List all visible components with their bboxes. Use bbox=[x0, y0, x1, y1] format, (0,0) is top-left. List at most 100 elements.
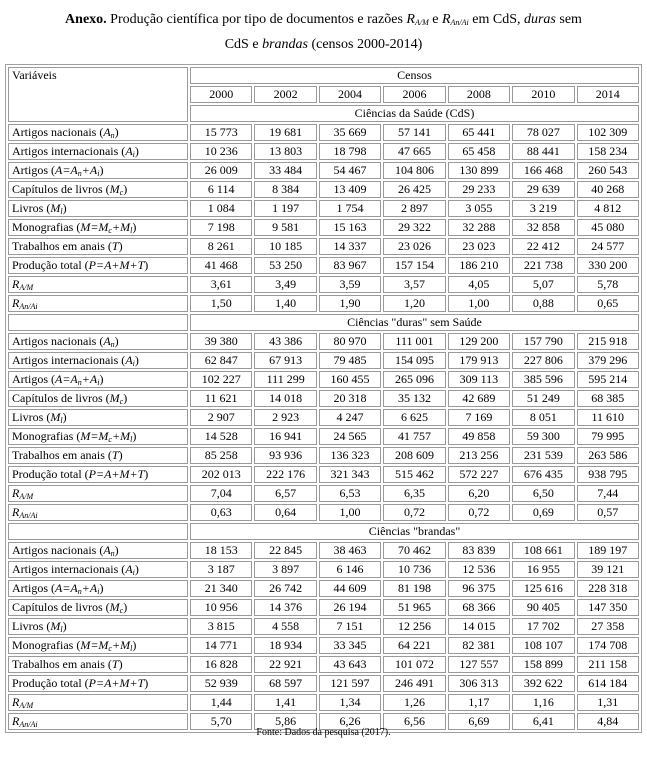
label-part: M bbox=[109, 182, 120, 196]
label-part: A/M bbox=[19, 701, 34, 710]
label-part: Trabalhos em anais ( bbox=[12, 448, 112, 462]
table-row: Artigos (A=An+Ai) 26 009 33 484 54 467 104 8… bbox=[8, 162, 639, 179]
label-part: ) bbox=[118, 657, 123, 671]
label-part: ) bbox=[144, 676, 149, 690]
value-cell: 1 197 bbox=[254, 200, 317, 217]
row-label: RAn/Ai bbox=[8, 295, 188, 312]
value-cell: 102 309 bbox=[576, 124, 639, 141]
label-part: Artigos ( bbox=[12, 581, 55, 595]
label-part: M bbox=[109, 600, 120, 614]
row-label: Artigos internacionais (Ai) bbox=[8, 143, 188, 160]
label-part: Artigos internacionais ( bbox=[12, 144, 126, 158]
value-cell: 42 689 bbox=[447, 390, 511, 407]
value-cell: 14 771 bbox=[190, 637, 253, 654]
label-part: ) bbox=[123, 391, 128, 405]
label-part: +M bbox=[111, 638, 131, 652]
label-part: n bbox=[110, 131, 115, 140]
table-row: Livros (Ml) 1 084 1 197 1 754 2 897 3 055 3 21… bbox=[8, 200, 639, 217]
label-part: R bbox=[12, 296, 20, 310]
value-cell: 158 899 bbox=[512, 656, 575, 673]
blank-cell bbox=[8, 314, 188, 331]
value-cell: 7,44 bbox=[576, 485, 639, 502]
section-title: Ciências da Saúde (CdS) bbox=[190, 105, 639, 122]
label-part: ) bbox=[99, 372, 104, 386]
label-part: M=M bbox=[80, 429, 109, 443]
value-cell: 3,61 bbox=[190, 276, 253, 293]
value-cell: 16 941 bbox=[254, 428, 317, 445]
value-cell: 7,04 bbox=[190, 485, 253, 502]
row-label: Monografias (M=Mc+Ml) bbox=[8, 637, 188, 654]
label-part: c bbox=[119, 606, 124, 615]
value-cell: 1,26 bbox=[383, 694, 446, 711]
value-cell: 158 234 bbox=[576, 143, 639, 160]
value-cell: 18 934 bbox=[254, 637, 317, 654]
value-cell: 104 806 bbox=[383, 162, 446, 179]
value-cell: 1,16 bbox=[512, 694, 575, 711]
label-part: T bbox=[111, 239, 119, 253]
value-cell: 4 558 bbox=[254, 618, 317, 635]
label-part: Artigos ( bbox=[12, 163, 55, 177]
value-cell: 96 375 bbox=[447, 580, 511, 597]
label-part: P=A+M+T bbox=[88, 258, 145, 272]
label-part: l bbox=[60, 625, 63, 634]
value-cell: 32 858 bbox=[512, 219, 575, 236]
value-cell: 7 169 bbox=[447, 409, 511, 426]
data-table: Variáveis Censos 2000 2002 2004 2006 2008 2010 2… bbox=[5, 64, 642, 733]
value-cell: 17 702 bbox=[512, 618, 575, 635]
label-part: An/Ai bbox=[19, 302, 38, 311]
value-cell: 157 154 bbox=[383, 257, 446, 274]
value-cell: 54 467 bbox=[318, 162, 382, 179]
label-part: An/Ai bbox=[19, 720, 38, 729]
row-label: Artigos (A=An+Ai) bbox=[8, 580, 188, 597]
value-cell: 33 345 bbox=[318, 637, 382, 654]
label-part: Trabalhos em anais ( bbox=[12, 657, 112, 671]
label-part: Livros ( bbox=[12, 201, 51, 215]
value-cell: 5,78 bbox=[576, 276, 639, 293]
caption-line-2: CdS e brandas (censos 2000-2014) bbox=[0, 32, 647, 57]
label-part: A bbox=[125, 353, 133, 367]
label-part: ) bbox=[99, 163, 104, 177]
table-row: RAn/Ai 5,70 5,86 6,26 6,56 6,69 6,41 4,84 bbox=[8, 713, 639, 730]
value-cell: 78 027 bbox=[512, 124, 575, 141]
label-part: A=A bbox=[55, 163, 78, 177]
label-part: Livros ( bbox=[12, 619, 51, 633]
value-cell: 5,07 bbox=[512, 276, 575, 293]
label-part: Livros ( bbox=[12, 410, 51, 424]
table-row: Monografias (M=Mc+Ml) 7 198 9 581 15 163 29 … bbox=[8, 219, 639, 236]
label-part: ) bbox=[118, 239, 123, 253]
table-row: Capítulos de livros (Mc) 6 114 8 384 13 409… bbox=[8, 181, 639, 198]
value-cell: 222 176 bbox=[254, 466, 317, 483]
label-part: Capítulos de livros ( bbox=[12, 391, 110, 405]
label-part: Artigos nacionais ( bbox=[12, 125, 104, 139]
label-part: ) bbox=[132, 429, 137, 443]
value-cell: 6,20 bbox=[447, 485, 511, 502]
value-cell: 1 754 bbox=[318, 200, 382, 217]
value-cell: 3,57 bbox=[383, 276, 446, 293]
value-cell: 676 435 bbox=[512, 466, 575, 483]
value-cell: 64 221 bbox=[383, 637, 446, 654]
value-cell: 65 441 bbox=[447, 124, 511, 141]
label-part: l bbox=[130, 644, 133, 653]
value-cell: 4,84 bbox=[576, 713, 639, 730]
value-cell: 11 621 bbox=[190, 390, 253, 407]
value-cell: 62 847 bbox=[190, 352, 253, 369]
table-row: Capítulos de livros (Mc) 10 956 14 376 26 1… bbox=[8, 599, 639, 616]
value-cell: 14 528 bbox=[190, 428, 253, 445]
label-part: +M bbox=[111, 220, 131, 234]
label-part: n bbox=[77, 169, 82, 178]
year-header: 2010 bbox=[512, 86, 575, 103]
value-cell: 6,53 bbox=[318, 485, 382, 502]
value-cell: 39 380 bbox=[190, 333, 253, 350]
value-cell: 174 708 bbox=[576, 637, 639, 654]
value-cell: 1,20 bbox=[383, 295, 446, 312]
value-cell: 45 080 bbox=[576, 219, 639, 236]
years-row: 2000 2002 2004 2006 2008 2010 2014 bbox=[8, 86, 639, 103]
value-cell: 10 736 bbox=[383, 561, 446, 578]
value-cell: 10 956 bbox=[190, 599, 253, 616]
ratio-symbol: R bbox=[406, 12, 415, 27]
value-cell: 22 845 bbox=[254, 542, 317, 559]
label-part: Produção total ( bbox=[12, 676, 89, 690]
value-cell: 32 288 bbox=[447, 219, 511, 236]
label-part: Produção total ( bbox=[12, 258, 89, 272]
value-cell: 121 597 bbox=[318, 675, 382, 692]
